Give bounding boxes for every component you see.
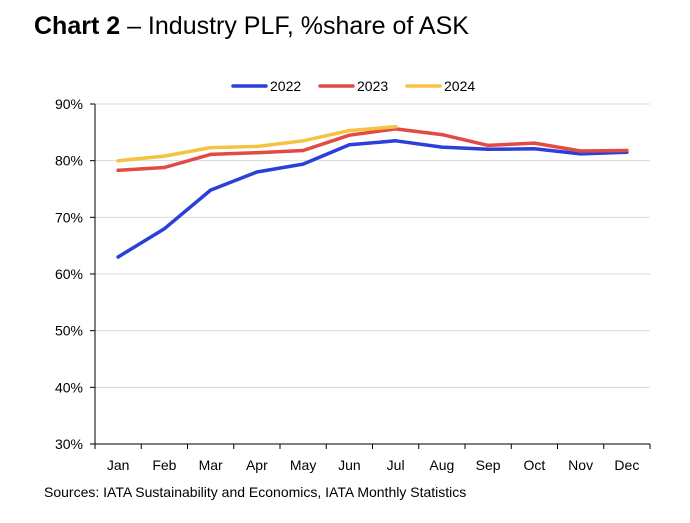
data-point-2024-apr (255, 144, 259, 149)
series-line-2022 (116, 139, 629, 259)
data-point-2022-aug (440, 145, 444, 149)
data-point-2023-may (301, 148, 305, 153)
data-point-2024-jan (116, 159, 120, 163)
data-point-2022-may (301, 162, 305, 166)
y-tick-label: 30% (55, 436, 83, 452)
data-point-2022-nov (579, 152, 583, 156)
data-point-2024-may (301, 139, 305, 143)
y-tick-label: 80% (55, 153, 83, 169)
data-point-2022-sep (486, 147, 490, 151)
data-point-2023-sep (486, 143, 490, 147)
x-tick-label-may: May (290, 457, 316, 473)
x-tick-label-sep: Sep (476, 457, 501, 473)
data-point-2023-nov (579, 149, 583, 153)
data-point-2023-aug (440, 133, 444, 137)
data-point-2022-jan (116, 255, 120, 259)
data-point-2023-apr (255, 151, 259, 155)
x-tick-label-dec: Dec (614, 457, 639, 473)
x-tick-label-jun: Jun (338, 457, 361, 473)
x-tick-label-jul: Jul (387, 457, 405, 473)
data-point-2024-mar (209, 146, 213, 150)
legend-label-2023: 2023 (357, 78, 388, 94)
x-tick-label-oct: Oct (523, 457, 545, 473)
axes: 30% 40% 50% 60% 70% 80% 90% Jan Feb Mar Apr May Jun J… (55, 96, 651, 473)
data-point-2024-jul (394, 125, 398, 129)
y-tick-label: 50% (55, 323, 83, 339)
data-point-2023-dec (625, 148, 629, 153)
x-tick-label-jan: Jan (107, 457, 130, 473)
legend: 2022 2023 2024 (231, 78, 475, 94)
gridlines (95, 103, 650, 388)
y-tick-label: 90% (55, 96, 83, 112)
chart-title-rest: – Industry PLF, %share of ASK (120, 12, 469, 40)
data-point-2023-feb (162, 165, 166, 170)
y-tick-label: 40% (55, 379, 83, 395)
x-tick-label-nov: Nov (568, 457, 593, 473)
data-point-2023-jan (116, 168, 120, 172)
x-tick-label-feb: Feb (152, 457, 176, 473)
data-point-2023-mar (209, 152, 213, 157)
data-point-2022-jun (347, 143, 351, 147)
data-point-2023-oct (532, 141, 536, 145)
legend-label-2024: 2024 (444, 78, 475, 94)
chart-title: Chart 2 – Industry PLF, %share of ASK (34, 12, 469, 41)
chart-title-bold: Chart 2 (34, 12, 121, 40)
series-lines (116, 124, 629, 259)
y-tick-label: 70% (55, 209, 83, 225)
x-tick-label-aug: Aug (429, 457, 454, 473)
y-tick-label: 60% (55, 266, 83, 282)
series-line-2023 (116, 127, 629, 173)
data-point-2023-jun (347, 133, 351, 137)
x-tick-label-mar: Mar (199, 457, 223, 473)
x-tick-label-apr: Apr (246, 457, 268, 473)
data-point-2022-jul (394, 139, 398, 143)
data-point-2022-apr (255, 170, 259, 174)
data-point-2024-jun (347, 129, 351, 133)
legend-label-2022: 2022 (270, 78, 301, 94)
source-note: Sources: IATA Sustainability and Economi… (44, 484, 467, 500)
data-point-2022-oct (532, 147, 536, 151)
data-point-2022-mar (209, 188, 213, 192)
data-point-2022-feb (162, 227, 166, 231)
data-point-2024-feb (162, 154, 166, 158)
